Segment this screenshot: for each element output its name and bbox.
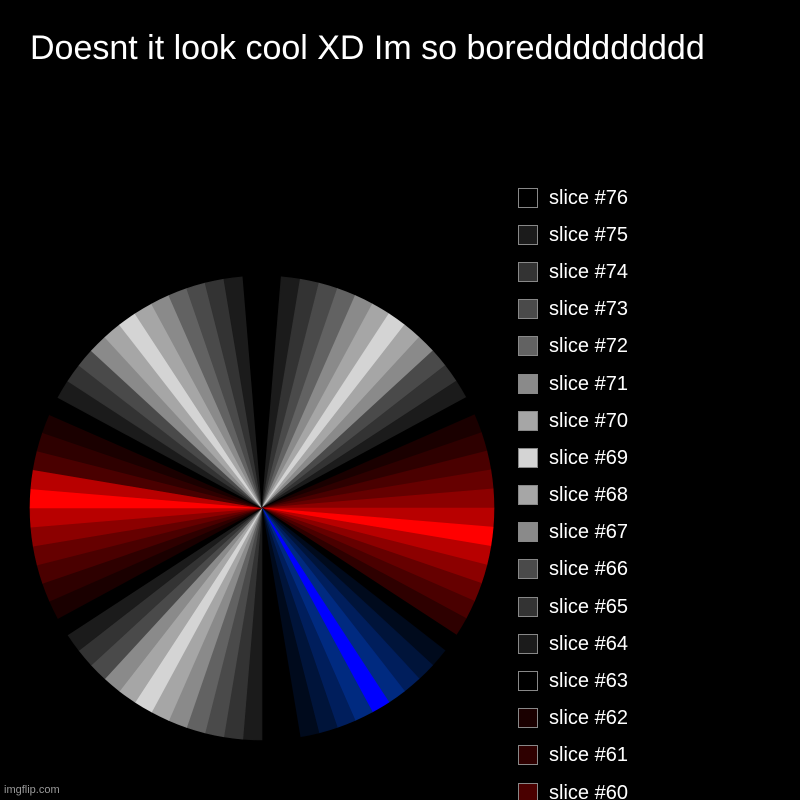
legend-swatch (518, 782, 538, 800)
legend-label: slice #76 (549, 186, 628, 209)
legend-swatch (518, 485, 538, 506)
legend-swatch (518, 224, 538, 245)
legend-item: slice #76 (518, 179, 788, 216)
legend-label: slice #67 (549, 521, 628, 544)
legend-item: slice #74 (518, 253, 788, 290)
legend-item: slice #67 (518, 514, 788, 551)
legend-label: slice #72 (549, 335, 628, 358)
legend-swatch (518, 187, 538, 208)
legend-swatch (518, 745, 538, 766)
legend-swatch (518, 261, 538, 282)
legend-swatch (518, 522, 538, 543)
legend-item: slice #65 (518, 588, 788, 625)
legend-label: slice #64 (549, 632, 628, 655)
legend-swatch (518, 708, 538, 729)
legend-item: slice #62 (518, 700, 788, 737)
legend-label: slice #65 (549, 595, 628, 618)
legend-label: slice #66 (549, 558, 628, 581)
legend-item: slice #61 (518, 737, 788, 774)
legend-label: slice #60 (549, 781, 628, 800)
legend-swatch (518, 633, 538, 654)
watermark: imgflip.com (4, 784, 60, 796)
legend-label: slice #70 (549, 409, 628, 432)
legend-label: slice #63 (549, 670, 628, 693)
legend-label: slice #71 (549, 372, 628, 395)
legend-label: slice #62 (549, 707, 628, 730)
legend-swatch (518, 559, 538, 580)
legend-item: slice #70 (518, 402, 788, 439)
legend-swatch (518, 336, 538, 357)
legend-item: slice #69 (518, 439, 788, 476)
legend-swatch (518, 447, 538, 468)
legend-label: slice #73 (549, 298, 628, 321)
legend-swatch (518, 671, 538, 692)
legend: slice #76 slice #75 slice #74 slice #73 slic… (518, 179, 788, 800)
legend-item: slice #66 (518, 551, 788, 588)
legend-swatch (518, 373, 538, 394)
legend-label: slice #75 (549, 223, 628, 246)
legend-item: slice #75 (518, 216, 788, 253)
legend-swatch (518, 596, 538, 617)
legend-item: slice #68 (518, 477, 788, 514)
legend-item: slice #63 (518, 662, 788, 699)
chart-title: Doesnt it look cool XD Im so boreddddddd… (30, 29, 705, 67)
legend-label: slice #74 (549, 260, 628, 283)
legend-item: slice #73 (518, 291, 788, 328)
legend-label: slice #69 (549, 446, 628, 469)
legend-label: slice #61 (549, 744, 628, 767)
legend-swatch (518, 410, 538, 431)
legend-swatch (518, 299, 538, 320)
legend-item: slice #71 (518, 365, 788, 402)
legend-item: slice #72 (518, 328, 788, 365)
legend-label: slice #68 (549, 484, 628, 507)
pie-slice-76 (242, 275, 263, 509)
legend-item: slice #64 (518, 625, 788, 662)
legend-item: slice #60 (518, 774, 788, 800)
